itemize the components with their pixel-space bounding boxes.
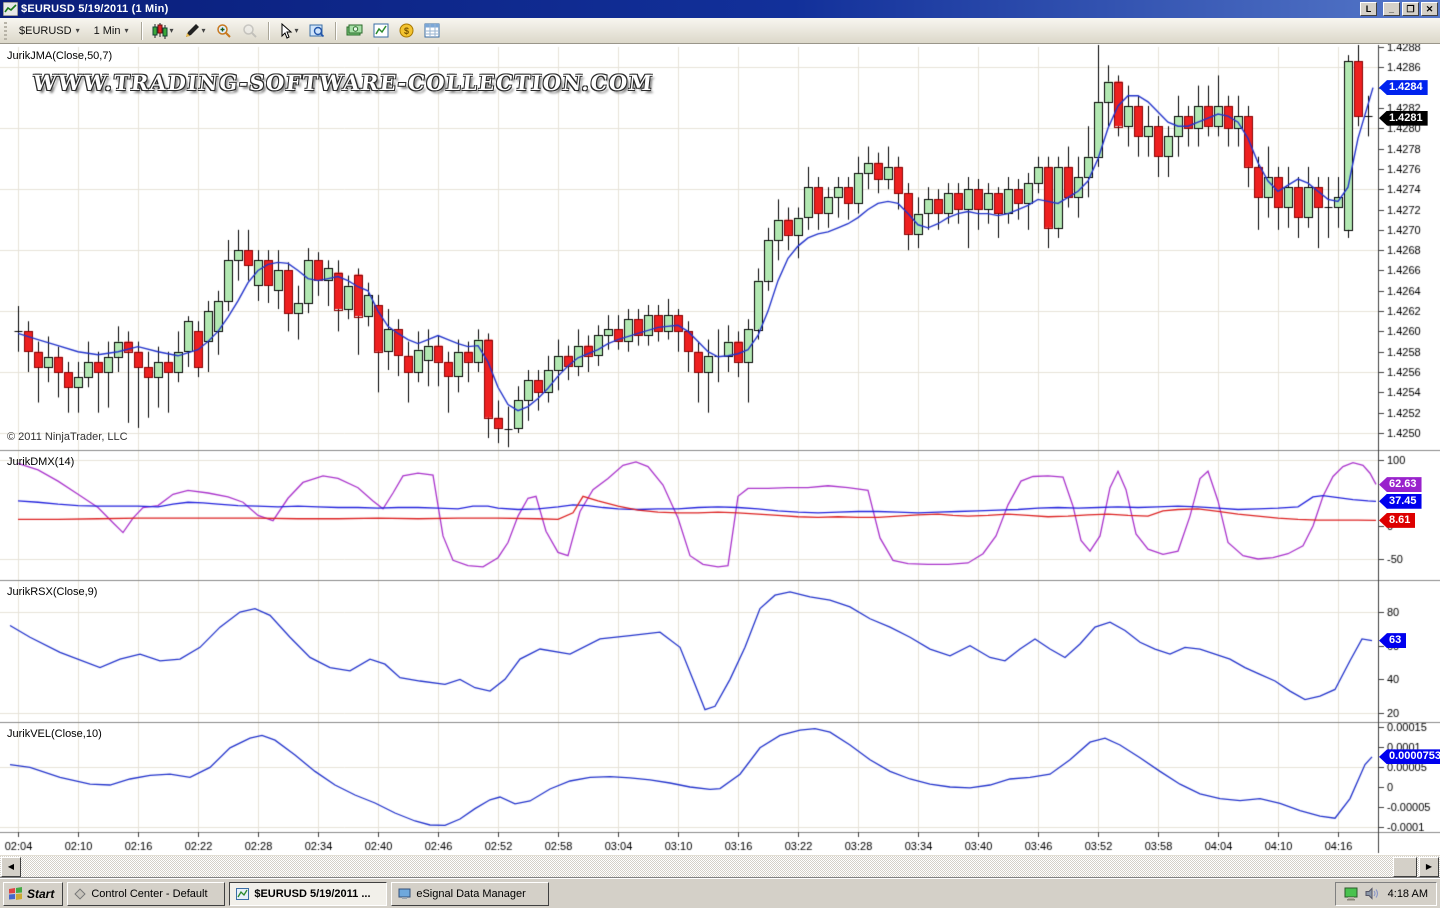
minimize-button[interactable]: _ <box>1383 2 1400 16</box>
coin-icon: $ <box>399 23 414 38</box>
task-control-center[interactable]: Control Center - Default <box>67 881 226 906</box>
account-data-button[interactable]: $ <box>395 20 418 41</box>
taskbar: Start Control Center - Default $EURUSD 5… <box>0 878 1440 908</box>
task-esignal-data-manager[interactable]: eSignal Data Manager <box>391 881 550 906</box>
data-grid-button[interactable] <box>420 20 444 41</box>
cursor-button[interactable]: ▾ <box>275 20 303 42</box>
mini-chart-icon <box>373 23 389 38</box>
toolbar-separator <box>334 21 336 40</box>
chart-canvas[interactable] <box>0 44 1440 856</box>
vel-panel-label: JurikVEL(Close,10) <box>7 728 102 740</box>
chevron-down-icon: ▾ <box>124 26 129 35</box>
window-titlebar: $EURUSD 5/19/2011 (1 Min) L _ ❐ ✕ <box>0 0 1440 18</box>
current-bid-badge: 1.4281 <box>1379 110 1428 126</box>
chevron-down-icon: ▾ <box>294 26 299 35</box>
start-button[interactable]: Start <box>3 881 64 906</box>
network-monitor-icon[interactable] <box>1344 887 1360 901</box>
window-title: $EURUSD 5/19/2011 (1 Min) <box>21 3 169 15</box>
toolbar: $EURUSD ▾ 1 Min ▾ ▾ ▾ <box>0 18 1440 44</box>
copyright-text: © 2011 NinjaTrader, LLC <box>7 431 128 443</box>
price-panel-label: JurikJMA(Close,50,7) <box>7 50 113 62</box>
instrument-label: $EURUSD <box>19 24 72 37</box>
watermark-text: WWW.TRADING-SOFTWARE-COLLECTION.COM <box>31 70 655 95</box>
rsx-value-badge: 63 <box>1379 633 1407 649</box>
interval-select[interactable]: 1 Min ▾ <box>88 22 135 40</box>
zoom-out-button[interactable] <box>238 20 262 42</box>
instrument-select[interactable]: $EURUSD ▾ <box>13 22 86 40</box>
chart-trader-button[interactable] <box>369 20 393 41</box>
zoom-out-icon <box>242 23 257 38</box>
speaker-icon[interactable] <box>1365 887 1379 900</box>
windows-flag-icon <box>9 887 22 900</box>
scroll-left-button[interactable]: ◀ <box>1 857 21 877</box>
toolbar-separator <box>140 21 142 40</box>
last-price-badge: 1.4284 <box>1379 80 1428 96</box>
dmx-plus-value-badge: 37.45 <box>1379 493 1422 509</box>
money-icon <box>346 24 363 36</box>
scroll-right-button[interactable]: ▶ <box>1419 857 1439 877</box>
vel-value-badge: 0.0000753 <box>1379 749 1440 765</box>
task-chart-window[interactable]: $EURUSD 5/19/2011 ... <box>229 881 388 906</box>
task-label: $EURUSD 5/19/2011 ... <box>254 887 371 900</box>
order-entry-button[interactable] <box>342 20 367 41</box>
chevron-down-icon: ▾ <box>75 26 80 35</box>
grid-icon <box>424 23 440 38</box>
zoom-in-button[interactable] <box>212 20 236 42</box>
horizontal-scrollbar[interactable]: ◀ ▶ <box>0 855 1440 877</box>
restore-button[interactable]: ❐ <box>1402 2 1419 16</box>
app-icon <box>3 2 18 16</box>
toolbar-grip[interactable] <box>4 21 7 40</box>
rsx-panel-label: JurikRSX(Close,9) <box>7 586 98 598</box>
pencil-icon <box>185 23 199 37</box>
taskbar-clock: 4:18 AM <box>1387 887 1428 900</box>
close-button[interactable]: ✕ <box>1421 2 1438 16</box>
data-box-button[interactable] <box>305 20 329 42</box>
svg-text:$: $ <box>404 26 409 36</box>
toolbar-separator <box>267 21 269 40</box>
system-tray: 4:18 AM <box>1334 881 1437 906</box>
link-button[interactable]: L <box>1360 2 1377 16</box>
data-box-icon <box>309 24 324 37</box>
zoom-in-icon <box>216 23 231 38</box>
candlestick-icon <box>152 22 168 39</box>
mini-chart-icon <box>236 887 250 900</box>
cursor-arrow-icon <box>281 22 292 39</box>
drawing-tools-button[interactable]: ▾ <box>180 20 210 42</box>
dmx-minus-value-badge: 8.61 <box>1379 512 1416 528</box>
diamond-icon <box>74 887 87 900</box>
interval-label: 1 Min <box>93 24 121 37</box>
chevron-down-icon: ▾ <box>169 26 174 35</box>
dmx-panel-label: JurikDMX(14) <box>7 456 75 468</box>
scrollbar-thumb[interactable] <box>1393 857 1417 877</box>
task-label: eSignal Data Manager <box>416 887 526 900</box>
task-label: Control Center - Default <box>91 887 208 900</box>
chevron-down-icon: ▾ <box>201 26 206 35</box>
computer-icon <box>398 888 411 899</box>
dmx-value-badge: 62.63 <box>1379 477 1422 493</box>
chart-style-button[interactable]: ▾ <box>148 20 178 42</box>
start-label: Start <box>27 886 55 901</box>
